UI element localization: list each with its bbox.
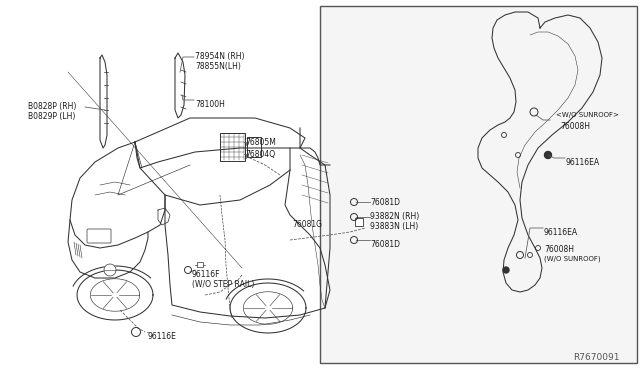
Text: 76804Q: 76804Q: [245, 150, 275, 159]
Text: 96116E: 96116E: [148, 332, 177, 341]
Circle shape: [503, 267, 509, 273]
Text: (W/O SUNROOF): (W/O SUNROOF): [544, 255, 600, 262]
Text: 93883N (LH): 93883N (LH): [370, 222, 419, 231]
Text: 96116EA: 96116EA: [566, 158, 600, 167]
Text: B0828P (RH): B0828P (RH): [28, 102, 76, 111]
Bar: [355, 218, 363, 226]
Text: <W/O SUNROOF>: <W/O SUNROOF>: [556, 112, 619, 118]
Text: 76008H: 76008H: [544, 245, 574, 254]
Text: 76805M: 76805M: [245, 138, 276, 147]
Text: B0829P (LH): B0829P (LH): [28, 112, 76, 121]
Text: 96116EA: 96116EA: [544, 228, 578, 237]
Text: 76081D: 76081D: [370, 240, 400, 249]
Bar: [197, 262, 203, 267]
Text: 78855N(LH): 78855N(LH): [195, 62, 241, 71]
Text: 76008H: 76008H: [560, 122, 590, 131]
Text: 93882N (RH): 93882N (RH): [370, 212, 419, 221]
Text: 78954N (RH): 78954N (RH): [195, 52, 244, 61]
Text: R7670091: R7670091: [573, 353, 620, 362]
Bar: [247, 137, 261, 157]
Circle shape: [545, 152, 551, 158]
FancyBboxPatch shape: [87, 229, 111, 243]
Bar: [320, 6, 637, 363]
Text: 76081G: 76081G: [292, 220, 322, 229]
Circle shape: [104, 264, 116, 276]
Bar: [220, 133, 245, 161]
Text: 76081D: 76081D: [370, 198, 400, 207]
Circle shape: [545, 151, 552, 158]
Text: 96116F: 96116F: [192, 270, 221, 279]
Text: 78100H: 78100H: [195, 100, 225, 109]
Text: (W/O STEP RAIL): (W/O STEP RAIL): [192, 280, 254, 289]
